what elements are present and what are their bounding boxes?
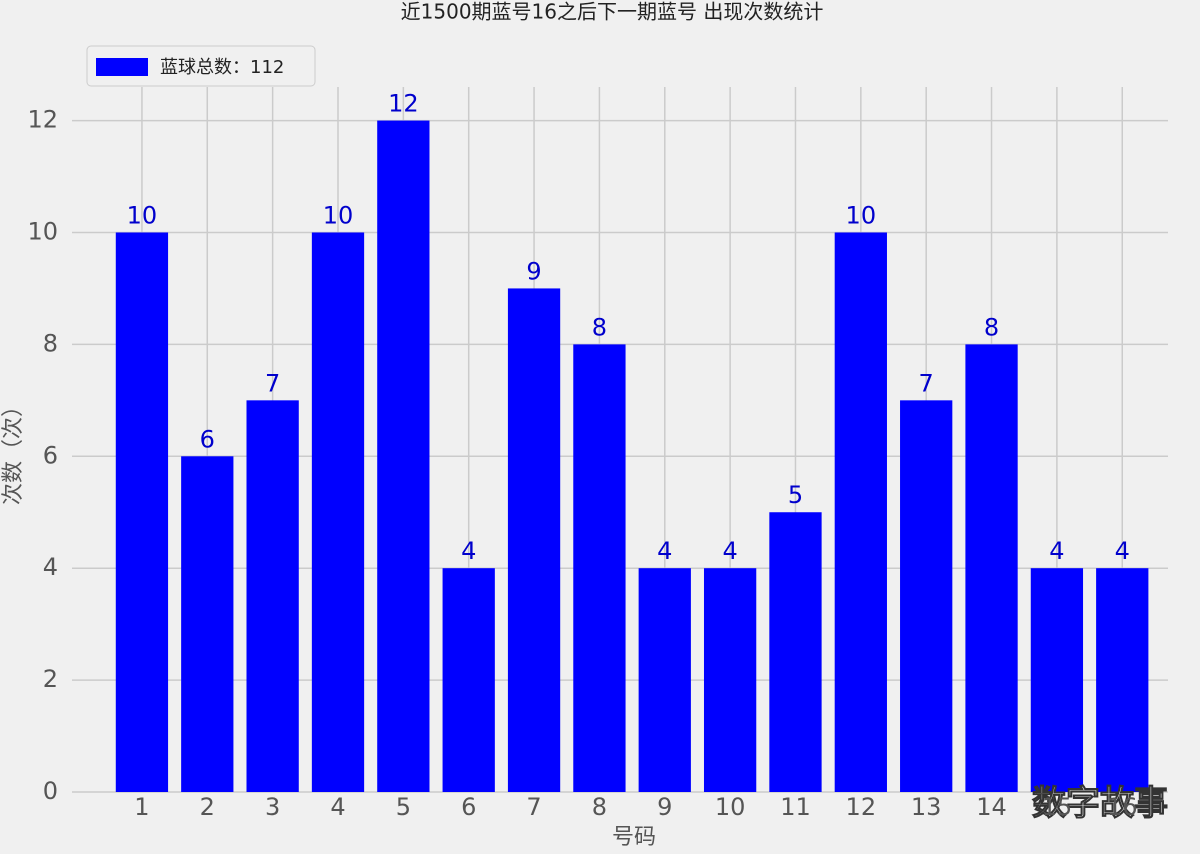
data-label: 9	[526, 257, 541, 285]
chart-title: 近1500期蓝号16之后下一期蓝号 出现次数统计	[401, 0, 824, 24]
data-label: 7	[265, 369, 280, 397]
x-tick-label: 15	[1042, 793, 1073, 821]
bar	[1030, 568, 1084, 792]
bar	[442, 568, 495, 792]
data-label: 10	[127, 201, 158, 229]
y-tick-label: 12	[27, 106, 58, 134]
x-tick-label: 10	[715, 793, 746, 821]
bar	[115, 232, 169, 792]
data-label: 10	[846, 201, 877, 229]
bar	[900, 400, 953, 792]
data-label: 4	[657, 537, 672, 565]
bar	[965, 344, 1018, 792]
legend: 蓝球总数：112	[86, 45, 316, 87]
data-label: 5	[788, 481, 803, 509]
x-tick-label: 1	[134, 793, 149, 821]
bar	[246, 400, 299, 792]
bar	[1096, 568, 1149, 792]
x-tick-label: 4	[330, 793, 345, 821]
y-tick-label: 10	[27, 217, 58, 245]
bar	[703, 568, 757, 792]
y-tick-label: 6	[43, 441, 58, 469]
data-label: 7	[919, 369, 934, 397]
x-tick-label: 13	[911, 793, 942, 821]
bar	[181, 456, 234, 792]
bar	[573, 344, 626, 792]
x-tick-label: 11	[780, 793, 811, 821]
bar	[507, 288, 561, 792]
y-tick-label: 8	[43, 329, 58, 357]
legend-swatch	[96, 58, 148, 76]
x-tick-label: 3	[265, 793, 280, 821]
data-label: 4	[461, 537, 476, 565]
legend-label: 蓝球总数：112	[160, 57, 284, 78]
bar	[638, 568, 691, 792]
data-label: 4	[722, 537, 737, 565]
x-tick-label: 7	[526, 793, 541, 821]
y-tick-label: 0	[43, 777, 58, 805]
bar	[311, 232, 365, 792]
x-tick-label: 2	[200, 793, 215, 821]
y-tick-label: 2	[43, 665, 58, 693]
data-label: 12	[388, 90, 419, 118]
bars	[115, 120, 1149, 793]
bar	[769, 512, 822, 792]
data-label: 4	[1049, 537, 1064, 565]
watermark: 数字故事	[1032, 784, 1168, 824]
x-tick-label: 8	[592, 793, 607, 821]
x-tick-label: 16	[1107, 793, 1138, 821]
x-tick-label: 14	[976, 793, 1007, 821]
x-tick-label: 5	[396, 793, 411, 821]
bar	[377, 120, 430, 793]
x-axis-label: 号码	[612, 825, 656, 850]
y-axis-label: 次数（次）	[1, 395, 26, 505]
x-tick-label: 6	[461, 793, 476, 821]
data-label: 8	[984, 313, 999, 341]
x-tick-label: 12	[846, 793, 877, 821]
data-label: 10	[323, 201, 354, 229]
bar	[834, 232, 887, 792]
y-tick-label: 4	[43, 553, 58, 581]
data-label: 6	[200, 425, 215, 453]
x-tick-label: 9	[657, 793, 672, 821]
data-label: 4	[1115, 537, 1130, 565]
data-label: 8	[592, 313, 607, 341]
